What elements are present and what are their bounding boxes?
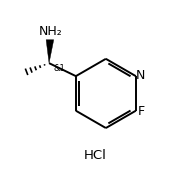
Text: NH₂: NH₂ — [39, 25, 63, 38]
Polygon shape — [46, 40, 54, 63]
Text: HCl: HCl — [84, 149, 107, 162]
Text: F: F — [138, 104, 145, 118]
Text: &1: &1 — [53, 64, 65, 73]
Text: N: N — [136, 69, 145, 82]
